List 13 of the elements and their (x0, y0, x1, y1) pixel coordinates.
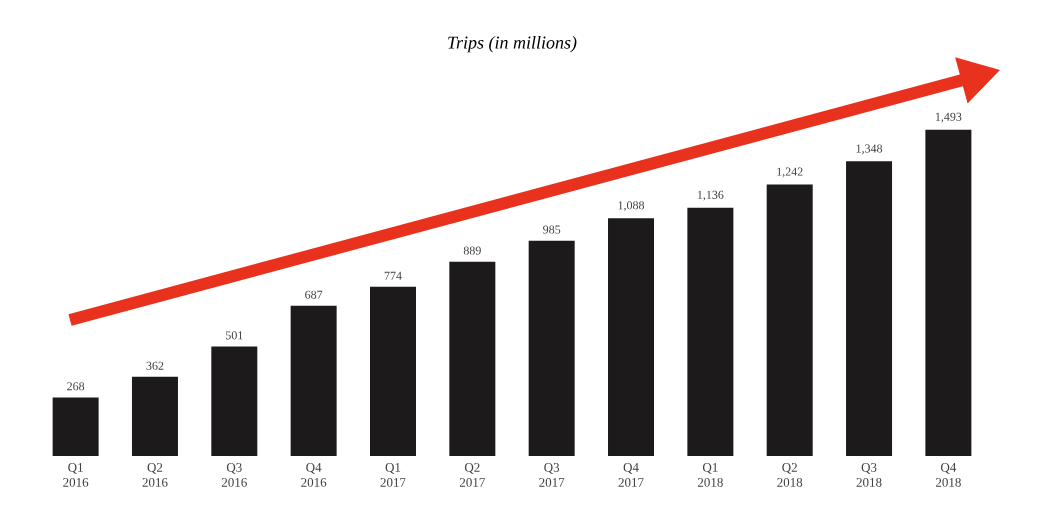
bar (766, 184, 813, 456)
bar (528, 240, 575, 456)
bar (211, 346, 258, 456)
bar (449, 261, 496, 456)
bar (131, 376, 178, 456)
bar (290, 305, 337, 456)
bar (608, 218, 655, 456)
bar (925, 129, 972, 456)
bar (52, 397, 99, 456)
chart-title: Trips (in millions) (448, 36, 577, 53)
bar (846, 161, 893, 456)
bar (370, 286, 416, 456)
bar (687, 207, 734, 456)
